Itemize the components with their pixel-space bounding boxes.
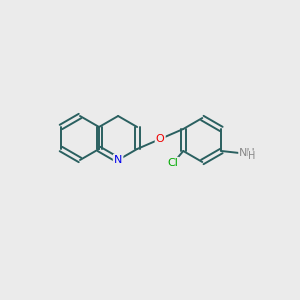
- Text: H: H: [248, 151, 256, 161]
- Text: O: O: [156, 134, 165, 144]
- Text: N: N: [114, 155, 122, 165]
- Text: Cl: Cl: [168, 158, 179, 168]
- Text: NH: NH: [239, 148, 256, 158]
